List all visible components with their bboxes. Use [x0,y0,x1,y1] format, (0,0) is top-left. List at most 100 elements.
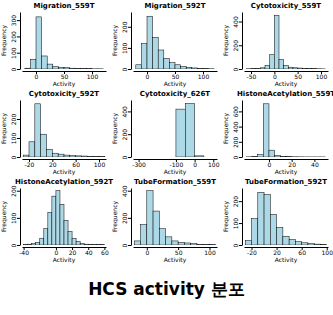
bar [314,244,320,245]
bar [64,221,68,245]
x-tick-label: 0 [35,73,39,80]
y-axis-line [20,101,21,158]
y-tick-label: 200 [10,31,17,43]
y-axis: 0200400 [232,13,243,72]
x-tick-label: -50 [247,73,257,80]
bars [246,104,325,157]
bar [302,243,308,245]
x-tick: 20 [49,159,57,168]
y-tick-label: 0 [232,155,239,159]
histogram-panel: -500501000200400Cytotoxicity_559TActivit… [222,2,329,88]
y-tick-mark [128,191,131,192]
bar [147,191,153,245]
y-tick-mark [239,245,242,246]
y-axis-line [242,101,243,158]
y-tick-label: 0 [232,243,239,247]
y-tick-label: 0 [121,67,128,71]
bar [36,242,40,245]
x-tick: 100 [198,71,210,80]
x-tick-label: 100 [316,73,328,80]
bar [70,68,76,69]
bar [32,244,36,245]
y-tick-mark [17,20,20,21]
bar [258,192,264,245]
bar [178,242,184,245]
bar [286,156,292,157]
x-axis: -300-1000100 [132,159,219,168]
y-axis-title: Frequency [0,201,8,232]
x-axis-title: Activity [275,256,298,264]
bar [181,66,187,69]
bar [141,225,147,245]
bar [29,142,35,157]
panel-title: HistoneAcetylation_592T [15,178,113,186]
x-tick: -20 [25,159,35,168]
y-tick-label: 400 [121,106,128,118]
y-tick-mark [239,223,242,224]
bar [53,67,59,69]
bars [23,104,105,157]
bar [307,68,312,69]
bar [252,219,258,245]
y-tick-label: 100 [232,218,239,230]
x-tick: 100 [87,71,99,80]
bar [192,68,198,69]
y-axis-line [131,189,132,246]
bar [195,156,204,157]
y-tick: 200 [121,21,131,33]
y-tick: 400 [232,16,242,28]
y-tick-label: 400 [232,121,239,133]
bar [158,50,164,69]
x-tick-label: 100 [208,161,220,168]
y-tick-mark [17,69,20,70]
y-axis-title: Frequency [222,25,230,56]
bars [134,191,215,245]
y-tick-mark [239,22,242,23]
x-tick: 100 [94,159,106,168]
histogram-panel: 0501000100200300Migration_559TActivityFr… [0,2,107,88]
x-tick-label: 60 [298,249,306,256]
bar [36,17,42,69]
y-tick: 400 [121,185,131,197]
bar [274,16,279,69]
histogram-panel: 0501000100200Migration_592TActivityFrequ… [111,2,218,88]
y-axis: 0200400 [121,185,132,247]
y-axis-line [131,101,132,158]
bar [203,244,209,245]
y-axis: 0200400 [121,101,132,160]
y-axis-line [242,13,243,70]
y-tick-label: 100 [10,212,17,224]
y-tick: 0 [232,243,242,247]
histogram-panel: 020400200400600HistoneAcetylation_559TAc… [222,90,333,176]
x-tick-label: 0 [145,249,149,256]
panel-title: Cytotoxicity_559T [251,2,321,10]
bar [264,195,270,245]
bar [84,244,88,245]
x-tick-label: 100 [198,73,210,80]
y-tick-label: 100 [10,47,17,59]
bar [209,244,215,245]
y-tick-mark [239,201,242,202]
y-tick-label: 0 [10,67,17,71]
bar [141,44,147,69]
x-tick: 60 [72,159,80,168]
bar [176,109,185,157]
bar [86,68,92,69]
x-tick-label: 0 [268,161,272,168]
bar [99,156,105,157]
y-tick: 300 [10,15,20,27]
x-tick: 60 [298,247,306,256]
y-tick-mark [17,218,20,219]
x-axis: -20 20 60 100 [23,159,107,168]
y-tick: 400 [232,121,242,133]
bar [92,244,96,245]
bar [56,191,60,245]
x-axis: 050100 [134,247,218,256]
x-tick: 60 [101,247,109,256]
x-tick-label: -300 [132,161,146,168]
y-tick-label: 100 [121,42,128,54]
histogram-panel: -4002040600100200HistoneAcetylation_592T… [0,178,113,264]
bar [197,68,203,69]
bar [159,229,165,245]
y-tick-label: 200 [10,114,17,126]
